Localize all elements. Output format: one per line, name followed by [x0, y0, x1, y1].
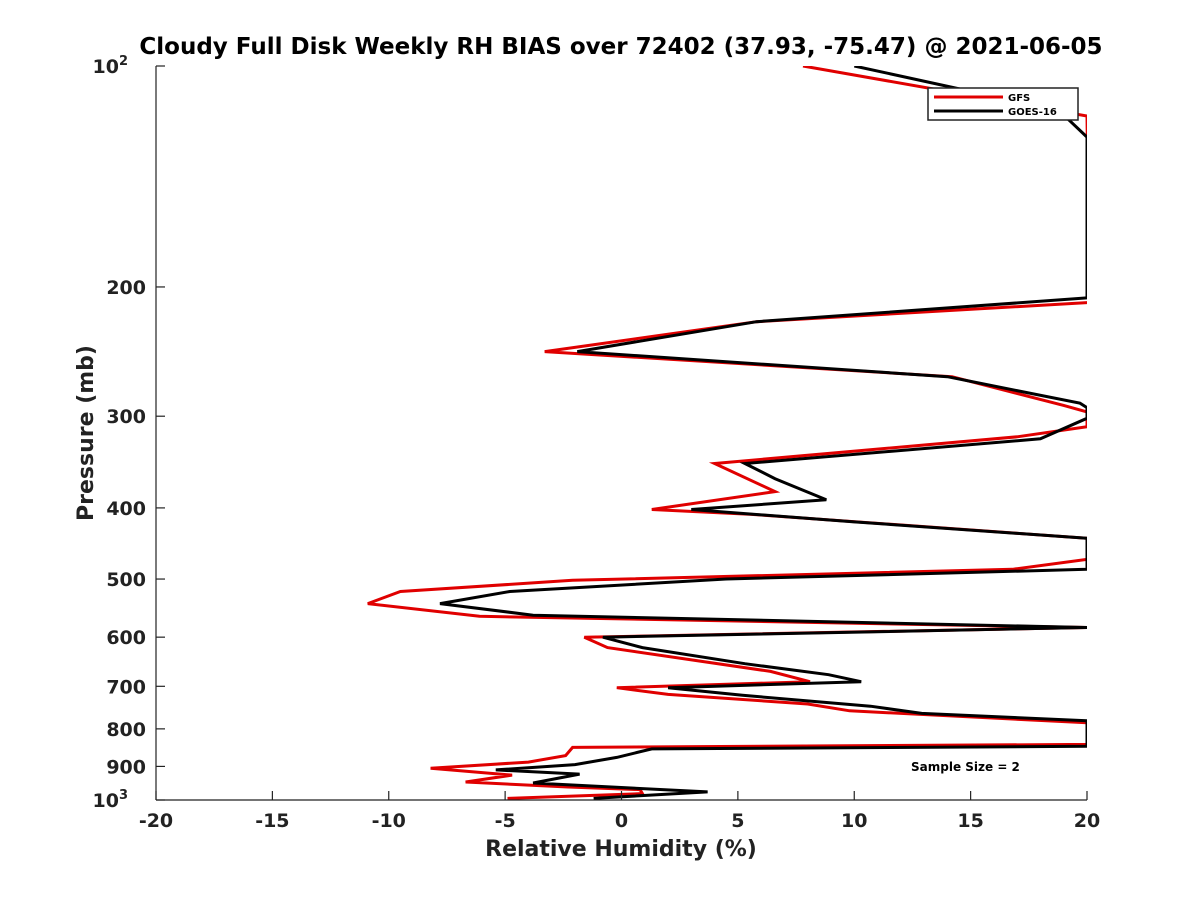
x-tick-label: -10: [372, 810, 406, 832]
y-axis-ticks: 102 200 300 400 500 600 700 800 900 103: [93, 54, 165, 812]
sample-size-annotation: Sample Size = 2: [911, 760, 1020, 774]
legend-label-gfs: GFS: [1008, 93, 1030, 104]
y-tick-label: 200: [106, 277, 146, 299]
x-tick-label: 5: [731, 810, 744, 832]
y-tick-label: 400: [106, 498, 146, 520]
y-tick-label: 102: [93, 54, 129, 78]
legend-box: [927, 87, 1079, 121]
x-axis-label: Relative Humidity (%): [485, 837, 757, 862]
y-tick-label: 103: [93, 788, 129, 812]
x-tick-label: 10: [841, 810, 867, 832]
y-tick-label: 900: [106, 756, 146, 778]
x-tick-label: -15: [255, 810, 289, 832]
y-axis-label: Pressure (mb): [74, 345, 99, 521]
series-line-goes-16: [439, 66, 1087, 800]
chart-title: Cloudy Full Disk Weekly RH BIAS over 724…: [139, 34, 1102, 60]
x-tick-label: -20: [139, 810, 173, 832]
legend-label-goes16: GOES-16: [1008, 107, 1057, 118]
y-tick-label: 800: [106, 719, 146, 741]
y-tick-label: 300: [106, 406, 146, 428]
y-tick-label: 600: [106, 627, 146, 649]
x-tick-label: 0: [615, 810, 628, 832]
y-tick-label: 500: [106, 569, 146, 591]
series-layer: [367, 66, 1087, 800]
x-tick-label: 20: [1074, 810, 1100, 832]
x-axis-ticks: -20 -15 -10 -5 0 5 10 15 20: [139, 791, 1100, 832]
y-tick-label: 700: [106, 676, 146, 698]
series-line-gfs: [367, 66, 1087, 800]
x-tick-label: -5: [495, 810, 516, 832]
x-tick-label: 15: [957, 810, 983, 832]
legend: GFS GOES-16: [927, 87, 1079, 121]
